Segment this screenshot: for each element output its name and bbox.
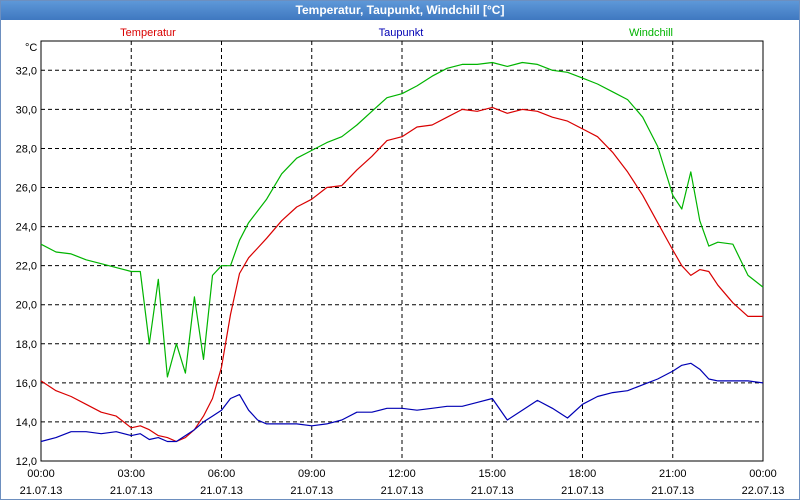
x-tick-time: 06:00 [208, 468, 236, 480]
y-tick-label: 14,0 [16, 417, 37, 429]
window-title: Temperatur, Taupunkt, Windchill [°C] [1, 1, 799, 20]
series-line-taupunkt [40, 362, 764, 443]
x-tick-date: 21.07.13 [200, 485, 243, 497]
y-tick-label: 20,0 [16, 300, 37, 312]
y-tick-label: 28,0 [16, 143, 37, 155]
x-tick-date: 21.07.13 [290, 485, 333, 497]
legend-windchill: Windchill [629, 27, 673, 39]
x-tick-date: 22.07.13 [742, 485, 785, 497]
x-tick-date: 21.07.13 [20, 485, 63, 497]
y-tick-label: 18,0 [16, 339, 37, 351]
x-tick-time: 09:00 [298, 468, 326, 480]
x-tick-date: 21.07.13 [651, 485, 694, 497]
y-axis-unit: °C [25, 42, 37, 54]
y-tick-label: 12,0 [16, 456, 37, 468]
x-tick-time: 03:00 [117, 468, 145, 480]
x-tick-time: 12:00 [388, 468, 416, 480]
x-tick-date: 21.07.13 [110, 485, 153, 497]
y-tick-label: 16,0 [16, 378, 37, 390]
x-tick-time: 00:00 [749, 468, 777, 480]
legend-taupunkt: Taupunkt [379, 27, 424, 39]
x-tick-date: 21.07.13 [381, 485, 424, 497]
x-tick-date: 21.07.13 [561, 485, 604, 497]
x-tick-time: 21:00 [659, 468, 687, 480]
y-tick-label: 30,0 [16, 104, 37, 116]
y-tick-label: 26,0 [16, 183, 37, 195]
x-tick-time: 18:00 [569, 468, 597, 480]
y-tick-label: 32,0 [16, 65, 37, 77]
y-tick-label: 22,0 [16, 261, 37, 273]
x-tick-time: 00:00 [27, 468, 55, 480]
series-line-windchill [40, 61, 764, 378]
legend-temperatur: Temperatur [120, 27, 176, 39]
x-tick-time: 15:00 [478, 468, 506, 480]
y-tick-label: 24,0 [16, 222, 37, 234]
x-tick-date: 21.07.13 [471, 485, 514, 497]
series-line-temperatur [40, 106, 763, 443]
